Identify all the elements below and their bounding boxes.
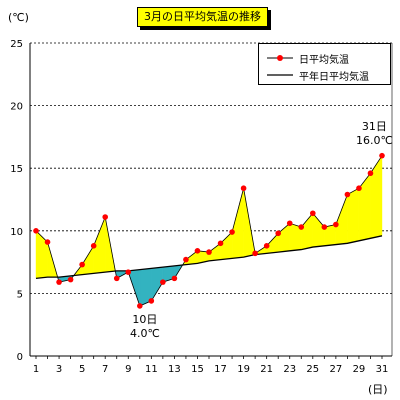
daily-point-29 [356, 185, 362, 192]
diff-area-18 [231, 188, 244, 259]
daily-point-16 [206, 249, 212, 255]
daily-point-9 [125, 269, 132, 275]
legend-item-normal: 平年日平均気温 [265, 67, 389, 83]
daily-point-5 [79, 261, 85, 268]
x-tick-label-7: 7 [102, 364, 108, 375]
x-tick-label-31: 31 [376, 364, 389, 375]
daily-point-23 [286, 220, 293, 227]
diff-area-24 [301, 212, 313, 250]
legend: 日平均気温 平年日平均気温 [258, 43, 391, 85]
daily-point-6 [90, 243, 97, 249]
daily-point-24 [298, 224, 305, 230]
daily-point-8 [113, 275, 120, 282]
y-tick-label-10: 10 [10, 227, 23, 238]
annotation-min: 10日 4.0℃ [130, 313, 160, 341]
legend-marker-normal [267, 74, 293, 76]
diff-area-22 [278, 222, 290, 253]
daily-point-13 [171, 275, 178, 282]
y-tick-label-5: 5 [17, 289, 23, 300]
daily-point-10 [137, 303, 143, 309]
x-axis-unit: (日) [368, 383, 388, 396]
daily-point-25 [310, 210, 316, 217]
daily-point-1 [33, 228, 39, 234]
daily-point-15 [194, 248, 201, 254]
x-tick-label-9: 9 [125, 364, 131, 375]
daily-point-17 [217, 240, 224, 247]
diff-area-5 [81, 245, 94, 275]
chart-title: 3月の日平均気温の推移 [137, 7, 268, 27]
daily-point-2 [44, 239, 51, 245]
annotation-max-day: 31日 [361, 120, 387, 133]
y-tick-label-20: 20 [10, 102, 23, 113]
diff-area-1 [35, 230, 48, 279]
annotation-min-value: 4.0℃ [130, 327, 160, 340]
x-tick-label-25: 25 [306, 364, 319, 375]
x-tick-label-17: 17 [214, 364, 227, 375]
diff-area-30 [370, 155, 383, 239]
normal-series [35, 235, 383, 280]
x-tick-label-1: 1 [33, 364, 39, 375]
daily-series [33, 152, 385, 309]
daily-point-30 [367, 170, 374, 177]
daily-point-12 [160, 279, 166, 285]
x-tick-label-27: 27 [329, 364, 342, 375]
x-tick-label-19: 19 [237, 364, 250, 375]
daily-point-27 [333, 221, 339, 228]
x-tick-label-5: 5 [79, 364, 85, 375]
daily-point-26 [321, 224, 328, 230]
daily-point-20 [252, 250, 258, 257]
daily-point-3 [56, 279, 62, 285]
x-tick-label-15: 15 [191, 364, 204, 375]
legend-label-daily: 日平均気温 [299, 55, 349, 66]
annotation-max-value: 16.0℃ [356, 134, 393, 147]
daily-point-11 [148, 298, 155, 304]
y-tick-label-25: 25 [10, 39, 23, 50]
x-tick-label-29: 29 [353, 364, 366, 375]
legend-item-daily: 日平均気温 [265, 50, 389, 66]
diff-area-21 [266, 232, 279, 254]
daily-point-18 [229, 229, 235, 235]
x-tick-label-23: 23 [283, 364, 296, 375]
annotation-max: 31日 16.0℃ [356, 120, 393, 148]
daily-point-14 [183, 256, 189, 263]
daily-point-21 [263, 243, 270, 249]
y-tick-label-15: 15 [10, 164, 23, 175]
legend-marker-daily [267, 55, 293, 61]
normal-line [35, 235, 383, 280]
x-tick-label-3: 3 [56, 364, 62, 375]
x-tick-label-21: 21 [260, 364, 273, 375]
y-axis-unit: (℃) [8, 11, 29, 24]
daily-point-31 [379, 152, 385, 159]
diff-area-17 [220, 231, 233, 260]
daily-point-19 [240, 185, 247, 192]
y-tick-label-0: 0 [17, 352, 23, 363]
x-tick-label-13: 13 [168, 364, 181, 375]
daily-point-4 [67, 276, 74, 283]
annotation-min-day: 10日 [132, 313, 158, 326]
diff-area-29 [358, 172, 371, 242]
daily-point-28 [344, 191, 351, 198]
daily-point-7 [102, 214, 108, 220]
legend-label-normal: 平年日平均気温 [299, 72, 369, 83]
daily-point-22 [275, 230, 282, 237]
diff-area-25 [312, 212, 325, 248]
x-tick-label-11: 11 [145, 364, 158, 375]
